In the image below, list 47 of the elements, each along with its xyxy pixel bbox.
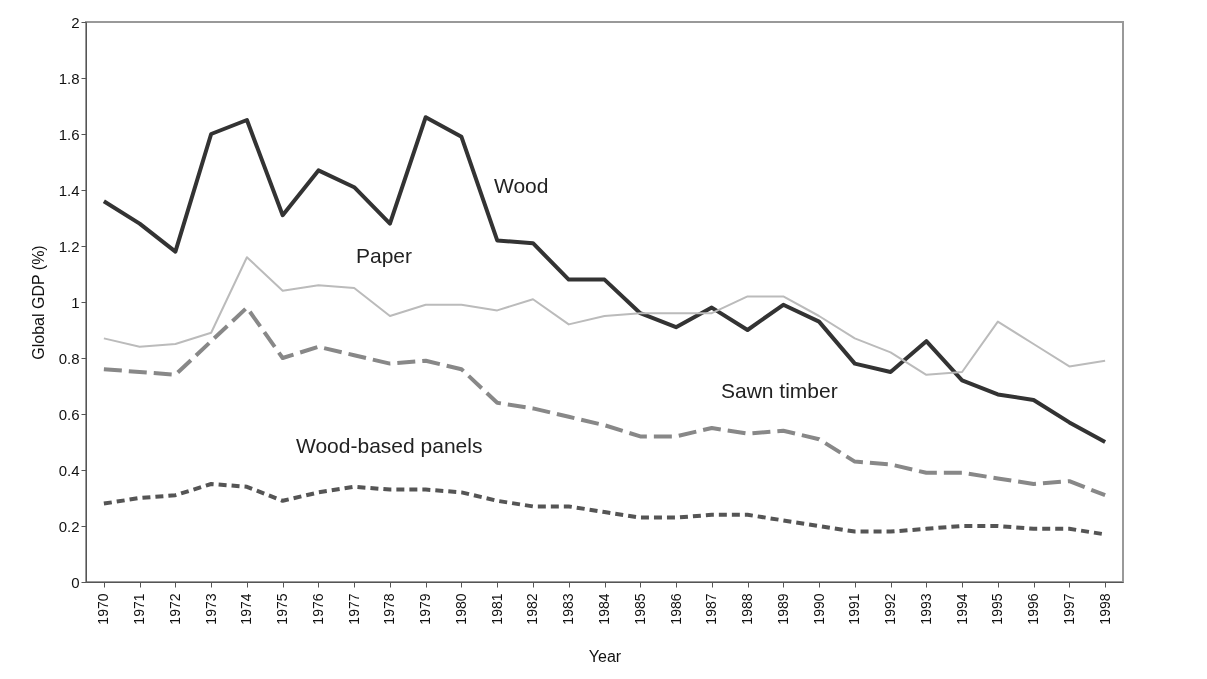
x-tick-label: 1970 xyxy=(95,593,112,625)
series-label: Wood xyxy=(494,174,549,197)
line-series xyxy=(101,305,1108,498)
y-tick-label: 1.4 xyxy=(58,181,80,199)
x-tick-label: 1990 xyxy=(810,593,827,625)
series-label: Sawn timber xyxy=(721,379,838,402)
y-tick-label: 0.4 xyxy=(58,461,80,479)
x-tick-label: 1984 xyxy=(596,593,612,625)
y-tick-label: 1.6 xyxy=(58,125,80,143)
y-tick-label: 1 xyxy=(71,293,80,311)
x-tick-label: 1988 xyxy=(739,593,756,625)
series-label: Paper xyxy=(356,244,413,267)
x-tick-label: 1996 xyxy=(1025,593,1042,625)
x-tick-label: 1993 xyxy=(917,593,934,625)
y-tick-label: 1.2 xyxy=(58,237,80,255)
x-tick-label: 1982 xyxy=(524,593,541,625)
y-tick-label: 2 xyxy=(71,13,80,31)
x-tick-label: 1978 xyxy=(381,593,398,625)
x-tick-label: 1974 xyxy=(238,593,255,625)
series-label: Wood-based panels xyxy=(296,434,483,457)
x-tick-label: 1992 xyxy=(882,593,899,625)
x-tick-label: 1983 xyxy=(560,593,577,625)
x-tick-label: 1979 xyxy=(417,593,434,625)
x-tick-label: 1985 xyxy=(631,593,648,625)
x-tick-label: 1991 xyxy=(846,593,863,625)
x-tick-label: 1995 xyxy=(989,593,1006,625)
y-tick-label: 0.2 xyxy=(58,517,80,535)
x-tick-label: 1989 xyxy=(774,593,791,625)
x-tick-label: 1973 xyxy=(202,593,219,625)
x-tick-label: 1972 xyxy=(166,593,183,625)
x-tick-label: 1997 xyxy=(1060,593,1077,625)
x-tick-label: 1980 xyxy=(452,593,469,625)
x-tick-label: 1987 xyxy=(703,593,720,625)
x-tick-label: 1981 xyxy=(488,593,505,625)
x-tick-label: 1998 xyxy=(1096,593,1113,625)
x-tick-label: 1977 xyxy=(345,593,362,625)
y-axis-title: Global GDP (%) xyxy=(29,245,47,360)
y-tick-label: 0 xyxy=(71,573,80,591)
x-tick-label: 1986 xyxy=(667,593,684,625)
x-tick-label: 1994 xyxy=(953,593,970,625)
y-tick-label: 1.8 xyxy=(58,69,80,87)
x-tick-label: 1971 xyxy=(131,593,148,625)
y-tick-label: 0.6 xyxy=(58,405,80,423)
x-axis-title: Year xyxy=(588,647,622,665)
y-tick-label: 0.8 xyxy=(58,349,80,367)
x-tick-label: 1975 xyxy=(274,593,291,625)
x-tick-label: 1976 xyxy=(309,593,326,625)
